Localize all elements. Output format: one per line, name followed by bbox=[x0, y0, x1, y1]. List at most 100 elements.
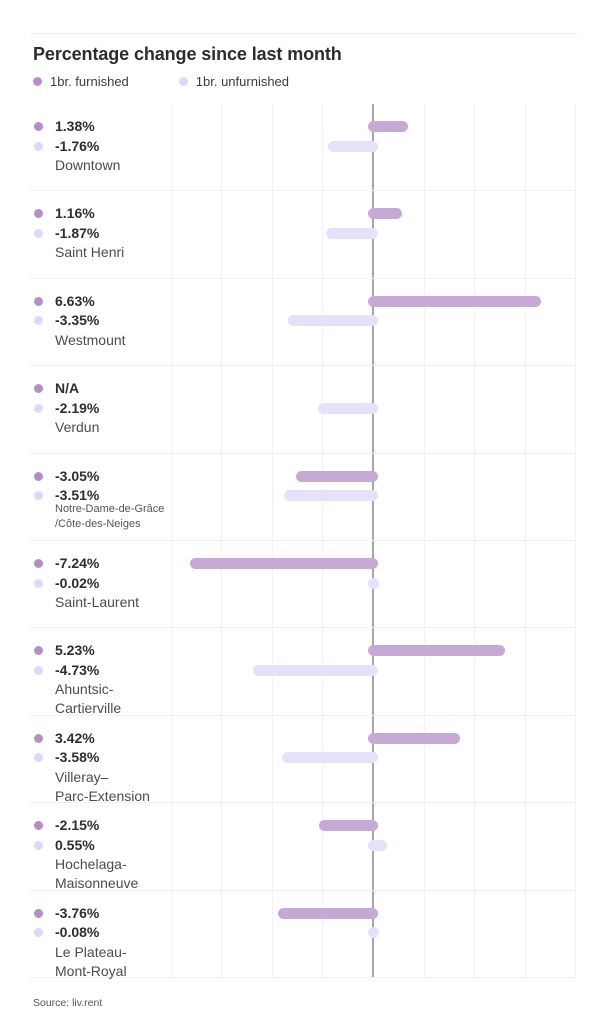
unfurnished-value-label: -0.08% bbox=[55, 924, 100, 941]
furnished-value-label: 5.23% bbox=[55, 642, 95, 659]
gridline bbox=[271, 104, 273, 978]
neighbourhood-label: Downtown bbox=[55, 157, 121, 173]
gridline bbox=[575, 104, 577, 978]
furnished-bar bbox=[367, 645, 506, 657]
furnished-bar bbox=[367, 732, 460, 744]
chart-row-le-plateau: -3.76% -0.08% Le Plateau- Mont-Royal bbox=[30, 891, 577, 979]
unfurnished-dot-icon bbox=[34, 665, 43, 675]
furnished-dot-icon bbox=[34, 733, 43, 743]
furnished-dot-icon bbox=[34, 908, 43, 918]
unfurnished-value-label: -1.76% bbox=[55, 137, 100, 154]
furnished-dot-icon bbox=[34, 559, 43, 568]
furnished-dot-icon bbox=[34, 384, 43, 394]
unfurnished-value-label: -1.87% bbox=[55, 224, 100, 241]
zero-axis-line bbox=[372, 104, 374, 978]
furnished-value-label: -3.05% bbox=[55, 467, 100, 484]
unfurnished-dot-icon bbox=[34, 578, 43, 588]
chart-title: Percentage change since last month bbox=[33, 44, 342, 64]
unfurnished-bar bbox=[325, 227, 379, 239]
unfurnished-bar bbox=[367, 839, 387, 851]
unfurnished-value-label: -2.19% bbox=[55, 399, 100, 416]
unfurnished-value-label: -4.73% bbox=[55, 661, 100, 678]
furnished-value-label: -3.76% bbox=[55, 904, 100, 921]
legend-label-furnished: 1br. furnished bbox=[50, 74, 129, 89]
legend: 1br. furnished 1br. unfurnished bbox=[33, 74, 339, 89]
furnished-bar bbox=[367, 121, 408, 132]
furnished-bar bbox=[367, 295, 541, 307]
unfurnished-dot-icon bbox=[34, 228, 43, 238]
furnished-dot-icon bbox=[34, 646, 43, 656]
unfurnished-dot-icon bbox=[34, 928, 43, 938]
unfurnished-bar bbox=[282, 752, 379, 764]
neighbourhood-label: Westmount bbox=[55, 331, 126, 348]
unfurnished-dot-icon bbox=[34, 316, 43, 326]
furnished-dot-icon bbox=[34, 296, 43, 306]
furnished-value-label: -2.15% bbox=[55, 817, 100, 834]
unfurnished-dot-icon bbox=[34, 141, 43, 151]
furnished-dot-icon bbox=[34, 471, 43, 481]
furnished-dot-icon bbox=[34, 209, 43, 219]
source-note: Source: liv.rent bbox=[33, 997, 103, 1009]
unfurnished-bar bbox=[288, 315, 379, 327]
neighbourhood-label: Ahuntsic- Cartierville bbox=[55, 681, 122, 717]
furnished-bar bbox=[318, 820, 379, 832]
unfurnished-bar bbox=[367, 577, 379, 589]
gridline bbox=[474, 104, 476, 978]
furnished-dot-icon bbox=[34, 821, 43, 831]
unfurnished-bar bbox=[367, 927, 379, 939]
neighbourhood-label: Le Plateau- Mont-Royal bbox=[55, 943, 127, 979]
furnished-value-label: 1.38% bbox=[55, 118, 95, 134]
chart-row-saint-laurent: -7.24% -0.02% Saint-Laurent bbox=[30, 541, 577, 629]
unfurnished-bar bbox=[284, 490, 379, 502]
chart-row-ahuntsic: 5.23% -4.73% Ahuntsic- Cartierville bbox=[30, 628, 577, 717]
chart-row-villeray: 3.42% -3.58% Villeray– Parc-Extension bbox=[30, 716, 577, 804]
neighbourhood-label: Notre-Dame-de-Grâce/Côte-des-Neiges bbox=[55, 502, 165, 530]
furnished-value-label: -7.24% bbox=[55, 555, 100, 571]
furnished-bar bbox=[295, 470, 379, 482]
furnished-value-label: 6.63% bbox=[55, 292, 95, 309]
unfurnished-legend-dot-icon bbox=[178, 77, 188, 86]
chart-row-notre-dame-de-gr-ce: -3.05% -3.51% Notre-Dame-de-Grâce/Côte-des… bbox=[30, 454, 577, 541]
furnished-bar bbox=[189, 558, 379, 569]
unfurnished-dot-icon bbox=[34, 403, 43, 413]
furnished-bar bbox=[277, 907, 379, 919]
gridline bbox=[423, 104, 425, 978]
unfurnished-value-label: 0.55% bbox=[55, 836, 95, 853]
unfurnished-bar bbox=[328, 140, 379, 152]
furnished-value-label: 1.16% bbox=[55, 205, 95, 222]
top-divider bbox=[30, 33, 577, 34]
unfurnished-dot-icon bbox=[34, 491, 43, 501]
neighbourhood-label: Verdun bbox=[55, 419, 100, 436]
unfurnished-bar bbox=[317, 402, 379, 414]
chart-row-saint-henri: 1.16% -1.87% Saint Henri bbox=[30, 191, 577, 279]
furnished-bar bbox=[367, 208, 403, 220]
unfurnished-value-label: -3.35% bbox=[55, 312, 100, 329]
gridline bbox=[524, 104, 526, 978]
unfurnished-value-label: -3.51% bbox=[55, 487, 100, 504]
furnished-legend-dot-icon bbox=[33, 77, 42, 86]
gridline bbox=[221, 104, 223, 978]
unfurnished-dot-icon bbox=[34, 840, 43, 850]
furnished-value-label: 3.42% bbox=[55, 729, 95, 746]
unfurnished-value-label: -3.58% bbox=[55, 749, 100, 766]
neighbourhood-label: Saint-Laurent bbox=[55, 594, 140, 610]
furnished-dot-icon bbox=[34, 122, 43, 131]
legend-label-unfurnished: 1br. unfurnished bbox=[195, 74, 290, 89]
unfurnished-value-label: -0.02% bbox=[55, 574, 100, 591]
unfurnished-bar bbox=[253, 664, 379, 676]
unfurnished-dot-icon bbox=[34, 753, 43, 763]
gridline bbox=[170, 104, 172, 978]
neighbourhood-label: Villeray– Parc-Extension bbox=[55, 768, 150, 804]
chart-row-verdun: N/A -2.19% Verdun bbox=[30, 366, 577, 454]
neighbourhood-label: Hochelaga- Maisonneuve bbox=[55, 856, 139, 892]
legend-item-unfurnished: 1br. unfurnished bbox=[178, 74, 290, 89]
chart-row-hochelaga: -2.15% 0.55% Hochelaga- Maisonneuve bbox=[30, 803, 577, 892]
bar-chart: 1.38% -1.76% Downtown 1.16% -1.87% Saint Henr… bbox=[30, 104, 577, 979]
legend-item-furnished: 1br. furnished bbox=[33, 74, 129, 89]
furnished-value-label: N/A bbox=[55, 380, 80, 397]
neighbourhood-label: Saint Henri bbox=[55, 244, 125, 261]
gridline bbox=[322, 104, 324, 978]
chart-row-downtown: 1.38% -1.76% Downtown bbox=[30, 104, 577, 192]
chart-row-westmount: 6.63% -3.35% Westmount bbox=[30, 279, 577, 367]
